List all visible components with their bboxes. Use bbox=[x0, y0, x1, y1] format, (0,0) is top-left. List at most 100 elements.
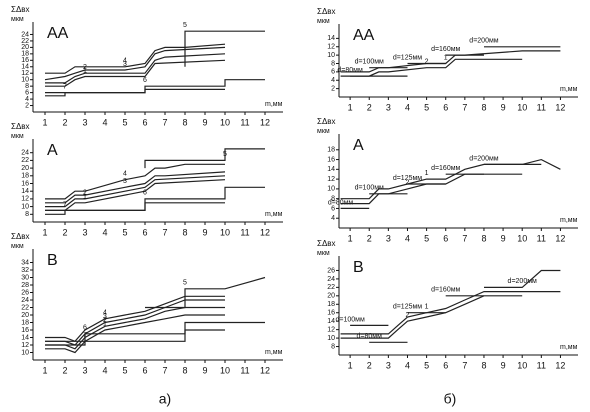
series-line bbox=[340, 291, 561, 335]
panel-title: A bbox=[47, 142, 58, 159]
x-tick-label: 12 bbox=[555, 360, 565, 370]
series-label: 3 bbox=[123, 178, 127, 185]
x-tick-label: 3 bbox=[82, 117, 87, 127]
y-tick-label: 18 bbox=[327, 301, 335, 308]
x-tick-label: 9 bbox=[501, 102, 506, 112]
x-tick-label: 8 bbox=[481, 233, 486, 243]
x-tick-label: 1 bbox=[42, 227, 47, 237]
y-tick-label: 10 bbox=[327, 335, 335, 342]
series-label: 1 bbox=[83, 194, 87, 201]
series-label: d=160мм bbox=[431, 46, 460, 53]
x-tick-label: 10 bbox=[220, 117, 230, 127]
x-tick-label: 8 bbox=[182, 227, 187, 237]
series-line bbox=[45, 329, 225, 346]
series-label: 3 bbox=[103, 313, 107, 320]
x-tick-label: 9 bbox=[501, 233, 506, 243]
y-tick-label: 14 bbox=[21, 64, 29, 71]
series-label: d=200мм bbox=[469, 38, 498, 45]
x-tick-label: 10 bbox=[517, 360, 527, 370]
y-tick-label: 20 bbox=[21, 44, 29, 51]
y-tick-label: 18 bbox=[21, 319, 29, 326]
y-tick-label: 14 bbox=[21, 188, 29, 195]
y-tick-label: 18 bbox=[21, 51, 29, 58]
x-tick-label: 12 bbox=[260, 365, 270, 375]
x-tick-label: 7 bbox=[462, 233, 467, 243]
x-tick-label: 8 bbox=[182, 117, 187, 127]
series-label: 4 bbox=[123, 58, 127, 65]
panel-title: A bbox=[353, 137, 364, 154]
y-axis-label: ΣΔвх bbox=[317, 117, 336, 126]
y-tick-label: 8 bbox=[331, 60, 335, 67]
x-tick-label: 1 bbox=[42, 117, 47, 127]
series-label: d=100мм bbox=[355, 185, 384, 192]
series-label: 7 bbox=[63, 83, 67, 90]
y-axis-label: ΣΔвх bbox=[11, 232, 30, 241]
panel-title: AA bbox=[353, 27, 375, 44]
y-tick-label: 32 bbox=[21, 267, 29, 274]
x-tick-label: 11 bbox=[537, 102, 546, 112]
series-line bbox=[45, 53, 226, 84]
series-label: d=125мм bbox=[393, 54, 422, 61]
y-tick-label: 10 bbox=[327, 186, 335, 193]
series-line bbox=[340, 173, 523, 205]
y-tick-label: 8 bbox=[331, 343, 335, 350]
y-tick-label: 16 bbox=[21, 327, 29, 334]
y-tick-label: 22 bbox=[327, 284, 335, 291]
x-tick-label: 2 bbox=[62, 117, 67, 127]
x-tick-label: 9 bbox=[501, 360, 506, 370]
x-tick-label: 5 bbox=[424, 102, 429, 112]
x-tick-label: 1 bbox=[42, 365, 47, 375]
x-tick-label: 4 bbox=[102, 117, 107, 127]
y-tick-label: 4 bbox=[25, 96, 29, 103]
series-label: 1 bbox=[425, 304, 429, 311]
x-axis-label: m,мм bbox=[560, 86, 578, 93]
y-tick-label: 8 bbox=[331, 196, 335, 203]
y-tick-label: 18 bbox=[21, 173, 29, 180]
caption: а) bbox=[159, 391, 171, 407]
series-label: 7 bbox=[63, 201, 67, 208]
y-tick-label: 8 bbox=[25, 211, 29, 218]
x-tick-label: 7 bbox=[462, 360, 467, 370]
y-tick-label: 14 bbox=[21, 334, 29, 341]
y-tick-label: 24 bbox=[327, 276, 335, 283]
caption: б) bbox=[444, 391, 457, 407]
series-label: 1 bbox=[83, 67, 87, 74]
series-line bbox=[45, 202, 225, 215]
y-tick-label: 12 bbox=[327, 176, 335, 183]
x-tick-label: 3 bbox=[386, 233, 391, 243]
y-tick-label: 24 bbox=[21, 297, 29, 304]
x-tick-label: 12 bbox=[260, 117, 270, 127]
series-label: 5 bbox=[223, 151, 227, 158]
panel-title: AA bbox=[47, 25, 69, 42]
series-line bbox=[340, 58, 523, 77]
x-tick-label: 10 bbox=[517, 102, 527, 112]
x-tick-label: 1 bbox=[348, 102, 353, 112]
series-line bbox=[145, 276, 266, 309]
series-label: 2 bbox=[425, 59, 429, 66]
y-tick-label: 12 bbox=[327, 44, 335, 51]
series-line bbox=[45, 171, 226, 204]
x-tick-label: 11 bbox=[537, 360, 546, 370]
series-label: 6 bbox=[143, 77, 147, 84]
y-tick-label: 20 bbox=[327, 293, 335, 300]
y-tick-label: 10 bbox=[21, 77, 29, 84]
x-tick-label: 6 bbox=[142, 117, 147, 127]
x-tick-label: 10 bbox=[220, 227, 230, 237]
x-axis-label: m,мм bbox=[560, 344, 578, 351]
y-tick-label: 10 bbox=[327, 52, 335, 59]
x-tick-label: 1 bbox=[348, 360, 353, 370]
panel-title: B bbox=[47, 252, 58, 269]
x-tick-label: 5 bbox=[424, 233, 429, 243]
y-axis-label: ΣΔвх bbox=[317, 7, 336, 16]
series-label: d=100мм bbox=[335, 316, 364, 323]
y-axis-label: мкм bbox=[11, 243, 24, 250]
series-label: 1 bbox=[103, 321, 107, 328]
x-tick-label: 4 bbox=[102, 365, 107, 375]
y-tick-label: 10 bbox=[21, 349, 29, 356]
x-tick-label: 3 bbox=[82, 365, 87, 375]
x-tick-label: 4 bbox=[405, 233, 410, 243]
series-label: 2 bbox=[406, 180, 410, 187]
x-tick-label: 12 bbox=[260, 227, 270, 237]
y-axis-label: мкм bbox=[11, 16, 24, 23]
y-tick-label: 6 bbox=[331, 205, 335, 212]
